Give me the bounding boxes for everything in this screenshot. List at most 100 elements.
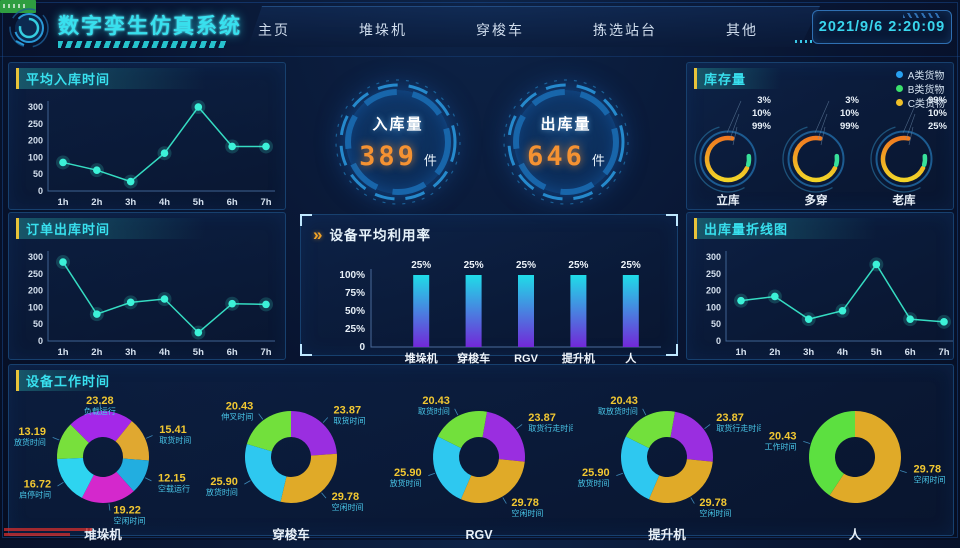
svg-text:100: 100 bbox=[28, 152, 43, 162]
header: 数字孪生仿真系统 主页 堆垛机 穿梭车 拣选站台 其他 2021/9/6 2:2… bbox=[0, 0, 960, 57]
svg-text:23.87: 23.87 bbox=[716, 412, 744, 424]
panel-title-utilization: » 设备平均利用率 bbox=[313, 223, 667, 245]
panel-title-order-outbound: 订单出库时间 bbox=[16, 218, 278, 239]
legend-dot-c bbox=[896, 99, 903, 106]
svg-text:空闲时间: 空闲时间 bbox=[914, 475, 946, 485]
svg-text:25.90: 25.90 bbox=[394, 467, 422, 479]
inbound-quantity-gauge: 入库量 389 件 bbox=[333, 77, 463, 207]
svg-text:250: 250 bbox=[28, 119, 43, 129]
panel-title-outbound-line: 出库量折线图 bbox=[694, 218, 946, 239]
inventory-gauge: 3%10%99%多穿 bbox=[775, 91, 863, 214]
svg-text:1h: 1h bbox=[57, 347, 68, 358]
svg-text:放货时间: 放货时间 bbox=[390, 478, 422, 488]
svg-text:16.72: 16.72 bbox=[24, 478, 52, 490]
svg-text:300: 300 bbox=[28, 252, 43, 262]
svg-text:工作时间: 工作时间 bbox=[764, 441, 796, 451]
svg-text:6h: 6h bbox=[227, 197, 238, 208]
svg-text:20.43: 20.43 bbox=[226, 401, 254, 413]
svg-text:空载运行: 空载运行 bbox=[158, 484, 190, 494]
legend-label: C类货物 bbox=[908, 95, 945, 110]
svg-text:50: 50 bbox=[33, 319, 43, 329]
svg-text:空闲时间: 空闲时间 bbox=[511, 508, 543, 518]
svg-text:25%: 25% bbox=[516, 260, 536, 271]
svg-text:2h: 2h bbox=[91, 347, 102, 358]
svg-text:4h: 4h bbox=[159, 197, 170, 208]
panel-title-text: 订单出库时间 bbox=[26, 219, 110, 238]
panel-title-text: 库存量 bbox=[704, 69, 746, 88]
panel-title-text: 平均入库时间 bbox=[26, 69, 110, 88]
datetime-text: 2021/9/6 2:20:09 bbox=[819, 19, 945, 35]
svg-text:200: 200 bbox=[28, 286, 43, 296]
nav-item-other[interactable]: 其他 bbox=[726, 20, 758, 40]
svg-text:启停时间: 启停时间 bbox=[19, 489, 51, 499]
svg-text:3h: 3h bbox=[803, 347, 814, 358]
svg-text:20.43: 20.43 bbox=[769, 430, 797, 442]
nav-item-picking-station[interactable]: 拣选站台 bbox=[593, 20, 657, 40]
svg-text:放货时间: 放货时间 bbox=[14, 437, 46, 447]
svg-text:5h: 5h bbox=[193, 197, 204, 208]
svg-text:7h: 7h bbox=[260, 347, 271, 358]
svg-text:13.19: 13.19 bbox=[18, 426, 46, 438]
svg-text:0: 0 bbox=[716, 336, 721, 346]
svg-text:0: 0 bbox=[38, 186, 43, 196]
svg-text:200: 200 bbox=[706, 286, 721, 296]
panel-title-work-time: 设备工作时间 bbox=[16, 370, 146, 391]
svg-text:15.41: 15.41 bbox=[159, 424, 187, 436]
svg-text:25%: 25% bbox=[345, 324, 365, 335]
nav-item-shuttle[interactable]: 穿梭车 bbox=[476, 20, 524, 40]
gauge-label: 入库量 bbox=[372, 113, 423, 134]
svg-text:300: 300 bbox=[706, 252, 721, 262]
datebox-ticks-decoration bbox=[903, 13, 941, 18]
svg-text:空闲时间: 空闲时间 bbox=[332, 502, 364, 512]
svg-text:取货时间: 取货时间 bbox=[334, 416, 366, 426]
svg-text:老库: 老库 bbox=[892, 193, 916, 207]
svg-text:取放货时间: 取放货时间 bbox=[598, 406, 638, 416]
nav-item-home[interactable]: 主页 bbox=[258, 20, 290, 40]
svg-text:放货时间: 放货时间 bbox=[206, 487, 238, 497]
svg-text:29.78: 29.78 bbox=[914, 464, 942, 476]
title-dashes-decoration bbox=[58, 41, 228, 48]
datetime-display: 2021/9/6 2:20:09 bbox=[812, 10, 952, 44]
svg-text:3h: 3h bbox=[125, 347, 136, 358]
svg-text:25%: 25% bbox=[464, 260, 484, 271]
svg-text:75%: 75% bbox=[345, 288, 365, 299]
svg-text:25%: 25% bbox=[928, 121, 948, 132]
svg-text:0: 0 bbox=[38, 336, 43, 346]
svg-text:取货时间: 取货时间 bbox=[159, 435, 191, 445]
inventory-legend: A类货物 B类货物 C类货物 bbox=[896, 68, 945, 109]
panel-title-text: 出库量折线图 bbox=[704, 219, 788, 238]
legend-item: C类货物 bbox=[896, 96, 945, 109]
legend-item: A类货物 bbox=[896, 68, 945, 81]
svg-text:20.43: 20.43 bbox=[610, 395, 638, 407]
svg-text:取货行走时间: 取货行走时间 bbox=[528, 423, 573, 433]
svg-text:25.90: 25.90 bbox=[582, 467, 610, 479]
outbound-quantity-gauge: 出库量 646 件 bbox=[501, 77, 631, 207]
main-nav: 主页 堆垛机 穿梭车 拣选站台 其他 bbox=[258, 20, 758, 40]
legend-item: B类货物 bbox=[896, 82, 945, 95]
svg-text:6h: 6h bbox=[227, 347, 238, 358]
gauge-value: 646 bbox=[527, 141, 585, 172]
svg-text:取货时间: 取货时间 bbox=[418, 406, 450, 416]
svg-text:2h: 2h bbox=[769, 347, 780, 358]
svg-text:250: 250 bbox=[28, 269, 43, 279]
corner-bracket bbox=[666, 214, 678, 226]
svg-text:23.87: 23.87 bbox=[334, 405, 362, 417]
gauge-value: 389 bbox=[359, 141, 417, 172]
panel-title-text: 设备平均利用率 bbox=[329, 224, 431, 244]
svg-text:99%: 99% bbox=[840, 121, 860, 132]
nav-item-stacker[interactable]: 堆垛机 bbox=[359, 20, 407, 40]
svg-text:50%: 50% bbox=[345, 306, 365, 317]
svg-text:伸叉时间: 伸叉时间 bbox=[221, 412, 253, 422]
svg-text:29.78: 29.78 bbox=[332, 491, 360, 503]
svg-text:负载运行: 负载运行 bbox=[84, 406, 116, 416]
svg-text:100: 100 bbox=[706, 302, 721, 312]
svg-text:25.90: 25.90 bbox=[210, 476, 238, 488]
svg-text:100: 100 bbox=[28, 302, 43, 312]
svg-text:3h: 3h bbox=[125, 197, 136, 208]
double-chevron-icon: » bbox=[313, 226, 323, 243]
